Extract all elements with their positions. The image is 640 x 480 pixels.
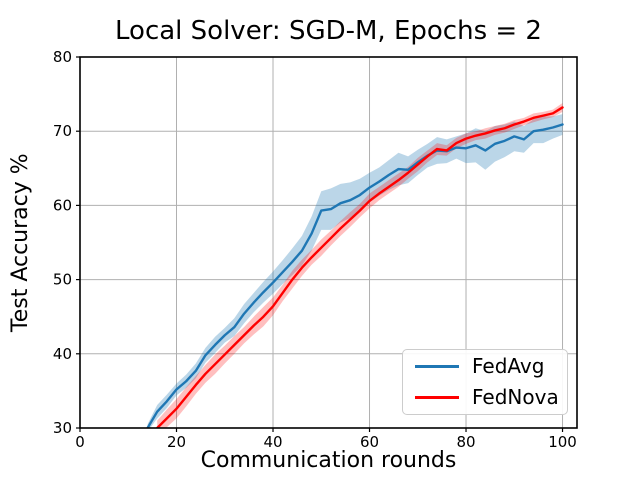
x-tick-label: 100 xyxy=(548,433,577,451)
y-tick-label: 50 xyxy=(53,271,72,289)
legend: FedAvg FedNova xyxy=(402,349,568,415)
x-tick-label: 60 xyxy=(360,433,379,451)
y-tick-label: 30 xyxy=(53,419,72,437)
y-tick-label: 70 xyxy=(53,122,72,140)
axes-spines xyxy=(79,56,578,429)
x-tick-label: 20 xyxy=(167,433,186,451)
y-axis-label: Test Accuracy % xyxy=(8,153,33,332)
fedavg-line xyxy=(146,123,564,428)
y-tick-label: 40 xyxy=(53,345,72,363)
fedavg-confidence-band xyxy=(147,114,563,428)
x-tick-label: 40 xyxy=(263,433,282,451)
fednova-line-sample xyxy=(415,396,459,399)
chart-title: Local Solver: SGD-M, Epochs = 2 xyxy=(115,16,542,46)
legend-label-fedavg: FedAvg xyxy=(472,354,545,378)
y-tick-label: 80 xyxy=(53,48,72,66)
legend-label-fednova: FedNova xyxy=(472,385,559,409)
legend-item-fednova: FedNova xyxy=(411,382,559,413)
legend-item-fedavg: FedAvg xyxy=(411,351,559,382)
y-tick-label: 60 xyxy=(53,196,72,214)
fednova-line xyxy=(156,106,564,428)
fedavg-line-sample xyxy=(415,365,459,368)
x-axis-label: Communication rounds xyxy=(200,448,457,473)
x-tick-label: 80 xyxy=(456,433,475,451)
x-tick-label: 0 xyxy=(75,433,85,451)
